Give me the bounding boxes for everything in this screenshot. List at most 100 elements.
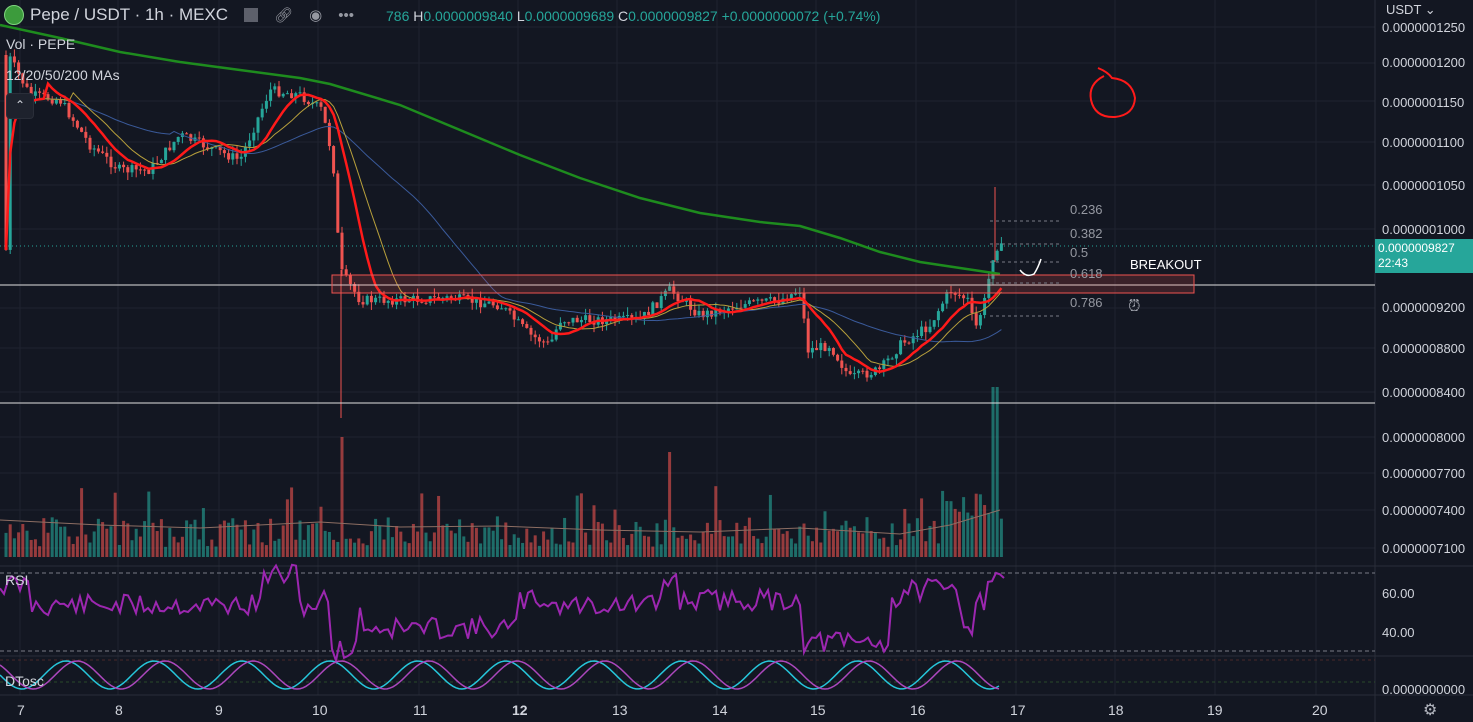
candle-body: [42, 92, 46, 95]
volume-bar: [38, 546, 42, 557]
ma200-line: [0, 23, 1001, 276]
volume-bar: [105, 528, 109, 557]
volume-bar: [210, 539, 214, 557]
candle-body: [525, 324, 529, 328]
candle-body: [340, 232, 344, 270]
high-label: H: [413, 8, 424, 24]
candle-body: [852, 373, 856, 375]
volume-bar: [794, 543, 798, 557]
candle-body: [38, 91, 42, 93]
breakout-annotation[interactable]: BREAKOUT: [1130, 257, 1202, 272]
drawings[interactable]: [0, 67, 1375, 404]
dtosc-legend[interactable]: DTosc: [5, 673, 44, 689]
candle-body: [126, 167, 130, 173]
volume-bar: [928, 526, 932, 557]
volume-bar: [75, 536, 79, 557]
volume-bar: [676, 537, 680, 557]
eye-icon[interactable]: ◉: [309, 7, 323, 24]
volume-bar: [441, 525, 445, 557]
volume-bar: [449, 530, 453, 557]
candle-body: [739, 307, 743, 309]
volume-bar: [546, 539, 550, 557]
time-axis-label: 12: [512, 702, 528, 718]
candle-body: [827, 348, 831, 351]
volume-bar: [999, 518, 1003, 557]
volume-bar: [571, 542, 575, 557]
candle-body: [344, 269, 348, 275]
fib-label: 0.382: [1070, 226, 1103, 241]
candle-body: [516, 319, 520, 321]
volume-bar: [260, 542, 264, 557]
candle-body: [966, 297, 970, 299]
candle-body: [407, 300, 411, 303]
volume-bar: [533, 535, 537, 557]
volume-bar: [25, 530, 29, 557]
volume-bar: [101, 522, 105, 557]
candle-body: [731, 308, 735, 310]
candle-body: [932, 320, 936, 327]
more-icon[interactable]: •••: [338, 6, 354, 24]
volume-bar: [201, 508, 205, 557]
volume-bar: [626, 545, 630, 557]
candle-body: [819, 343, 823, 351]
candle-body: [789, 294, 793, 301]
volume-bar: [306, 525, 310, 557]
link-icon[interactable]: 🔗︎: [274, 7, 294, 24]
volume-bar: [185, 520, 189, 557]
volume-bar: [516, 537, 520, 557]
collapse-legend-button[interactable]: ⌃: [6, 93, 34, 119]
candle-body: [571, 317, 575, 323]
volume-bar: [50, 517, 54, 557]
candle-body: [75, 120, 79, 128]
volume-bar: [743, 525, 747, 557]
candle-body: [96, 148, 100, 152]
volume-bar: [445, 523, 449, 557]
volume-bar: [911, 536, 915, 557]
dtosc-line-slow: [0, 660, 1000, 690]
currency-selector[interactable]: USDT ⌄: [1386, 2, 1436, 18]
candle-body: [264, 100, 268, 109]
candle-body: [214, 146, 218, 148]
candle-body: [256, 117, 260, 133]
candle-body: [46, 94, 50, 100]
volume-bar: [143, 521, 147, 557]
volume-bar: [924, 541, 928, 557]
volume-bar: [756, 538, 760, 557]
volume-bar: [109, 526, 113, 557]
symbol-title[interactable]: Pepe / USDT · 1h · MEXC: [30, 5, 229, 24]
volume-bar: [899, 539, 903, 557]
volume-bar: [33, 539, 37, 557]
volume-bar: [197, 539, 201, 557]
candle-body: [865, 370, 869, 378]
rsi-legend[interactable]: RSI: [5, 572, 29, 588]
volume-bar: [739, 543, 743, 557]
symbol-header[interactable]: Pepe / USDT · 1h · MEXC 🔗︎ ◉ •••: [4, 4, 354, 26]
volume-bar: [378, 525, 382, 557]
candle-body: [642, 311, 646, 319]
volume-legend[interactable]: Vol · PEPE: [6, 36, 76, 52]
volume-bar: [155, 531, 159, 557]
volume-bar: [487, 527, 491, 557]
settings-gear-icon[interactable]: ⚙︎: [1423, 702, 1438, 719]
volume-bar: [500, 539, 504, 557]
volume-bar: [810, 541, 814, 557]
candle-body: [705, 310, 709, 318]
volume-bar: [878, 538, 882, 557]
current-price-tag: 0.0000009827 22:43: [1375, 239, 1473, 273]
ma-legend[interactable]: 12/20/50/200 MAs: [6, 67, 120, 83]
candle-body: [231, 153, 235, 160]
volume-bar: [831, 528, 835, 557]
candle-body: [84, 131, 88, 138]
alarm-clock-icon[interactable]: ⏰︎: [1128, 298, 1141, 315]
volume-bar: [214, 546, 218, 557]
price-axis-label: 0.0000008000: [1382, 430, 1466, 445]
volume-bar: [311, 523, 315, 557]
volume-ma-line: [0, 509, 1001, 535]
volume-bar: [764, 536, 768, 557]
volume-bar: [168, 527, 172, 557]
volume-bar: [227, 522, 231, 557]
flag-icon[interactable]: [244, 8, 259, 22]
candle-body: [12, 56, 16, 63]
volume-bar: [609, 542, 613, 557]
